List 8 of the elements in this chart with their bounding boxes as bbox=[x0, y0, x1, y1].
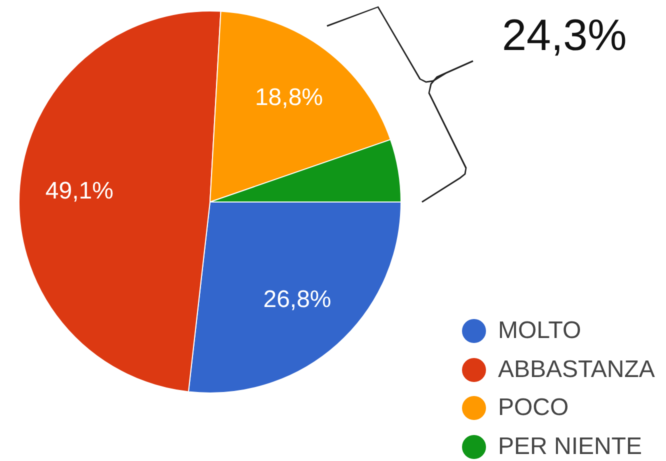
text: 24,3% bbox=[502, 11, 627, 60]
data-label: 49,1% bbox=[45, 177, 114, 204]
data-label: 26,8% bbox=[263, 286, 332, 314]
legend-label: POCO bbox=[498, 394, 569, 422]
data-label: 18,8% bbox=[254, 84, 324, 111]
legend-label: PER NIENTE bbox=[498, 432, 642, 460]
legend-label: ABBASTANZA bbox=[498, 356, 655, 383]
legend-label: MOLTO bbox=[498, 317, 582, 344]
